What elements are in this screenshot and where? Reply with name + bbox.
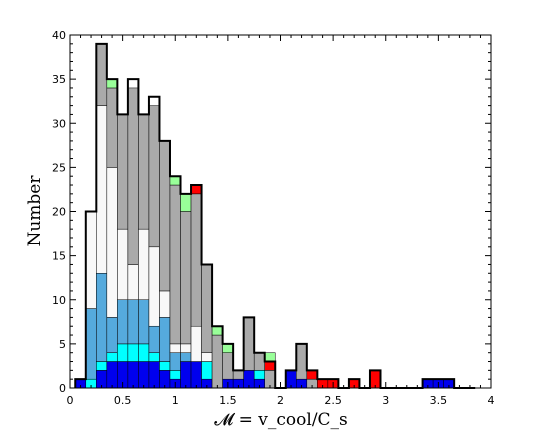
bar-s5-b22 [306, 370, 318, 380]
bar-s4-b11 [190, 193, 202, 327]
bar-s0-b5 [127, 361, 139, 389]
bar-s2-b8 [159, 317, 171, 362]
bar-s4-b2 [96, 43, 108, 106]
x-tick-label: 1 [172, 394, 179, 407]
bar-s2-b7 [148, 325, 160, 353]
bar-s3-b7 [148, 246, 160, 327]
bar-s3-b1 [85, 211, 97, 309]
bar-s1-b7 [148, 352, 160, 362]
y-tick-label: 25 [52, 161, 66, 174]
bar-s2-b3 [106, 317, 118, 353]
bar-s3-b2 [96, 105, 108, 274]
x-tick-label: 0 [67, 394, 74, 407]
y-tick-label: 40 [52, 29, 66, 42]
bar-s4-b4 [117, 114, 129, 230]
y-tick-label: 10 [52, 294, 66, 307]
histogram-outline [74, 42, 476, 389]
x-tick-labels: 0 0.5 1 1.5 2 2.5 3 3.5 4 [67, 394, 495, 407]
bar-s2-b6 [138, 299, 150, 345]
histogram-bars [75, 43, 455, 389]
bar-s4-b12 [201, 264, 213, 353]
x-tick-label: 3 [382, 394, 389, 407]
bar-s0-b7 [148, 361, 160, 389]
y-tick-label: 30 [52, 117, 66, 130]
x-tick-label: 0.5 [114, 394, 132, 407]
x-tick-label: 2 [277, 394, 284, 407]
bar-s2-b5 [127, 299, 139, 345]
axis-ticks [69, 34, 492, 389]
bar-s1-b3 [106, 352, 118, 362]
bar-s0-b6 [138, 361, 150, 389]
bar-s3-b8 [159, 290, 171, 318]
bar-s4-b10 [180, 211, 192, 345]
bar-s1-b5 [127, 343, 139, 362]
bar-s4-b15 [232, 370, 244, 380]
bar-s1-b6 [138, 343, 150, 362]
bar-s1-b17 [253, 370, 265, 380]
bar-s4-b5 [127, 87, 139, 265]
y-tick-label: 20 [52, 206, 66, 219]
bar-s4-b7 [148, 105, 160, 248]
bar-s1-b8 [159, 361, 171, 371]
bar-s1-b9 [169, 370, 181, 380]
y-tick-label: 0 [59, 382, 66, 395]
y-axis-label: Number [25, 175, 45, 247]
bar-s3-b3 [106, 167, 118, 318]
bar-s1-b4 [117, 343, 129, 362]
bar-s5-b18 [264, 361, 276, 371]
bar-s3-b12 [201, 352, 213, 362]
bar-s2-b1 [85, 308, 97, 380]
bar-s6-b9 [169, 175, 181, 186]
y-tick-label: 35 [52, 73, 66, 86]
x-axis-label: 𝓜 = v_cool/C_s [214, 410, 348, 430]
bar-s6-b10 [180, 193, 192, 212]
bar-s5-b11 [190, 184, 202, 195]
bar-s6-b13 [211, 325, 223, 336]
bar-s4-b17 [253, 352, 265, 371]
bar-s6-b18 [264, 352, 276, 362]
x-tick-label: 3.5 [430, 394, 448, 407]
bar-s4-b13 [211, 334, 223, 389]
bar-s6-b3 [106, 78, 118, 89]
x-tick-label: 4 [488, 394, 495, 407]
bar-s4-b14 [222, 352, 234, 380]
bar-s0-b3 [106, 361, 118, 389]
bar-s1-b12 [201, 361, 213, 380]
bar-s4-b16 [243, 317, 255, 371]
bar-s0-b11 [190, 361, 202, 389]
bar-s3-b6 [138, 228, 150, 300]
bar-s2-b4 [117, 299, 129, 345]
bar-s4-b8 [159, 140, 171, 292]
bar-s6-b14 [222, 343, 234, 353]
bar-s2-b2 [96, 273, 108, 362]
bar-s4-b3 [106, 87, 118, 168]
y-tick-label: 5 [59, 338, 66, 351]
bar-s3-b10 [180, 343, 192, 353]
x-tick-label: 1.5 [219, 394, 237, 407]
bar-s1-b2 [96, 361, 108, 371]
bar-s4-b6 [138, 114, 150, 230]
y-tick-labels: 0 5 10 15 20 25 30 35 40 [52, 29, 66, 395]
bar-s4-b21 [296, 343, 308, 380]
bar-s4-b9 [169, 184, 181, 345]
y-tick-label: 15 [52, 250, 66, 263]
bar-s3-b5 [127, 264, 139, 301]
bar-s2-b9 [169, 352, 181, 371]
bar-s0-b10 [180, 361, 192, 389]
bar-s3-b4 [117, 228, 129, 300]
bar-s3-b9 [169, 343, 181, 353]
bar-s2-b10 [180, 352, 192, 362]
x-tick-label: 2.5 [324, 394, 342, 407]
bar-s3-b11 [190, 325, 202, 362]
